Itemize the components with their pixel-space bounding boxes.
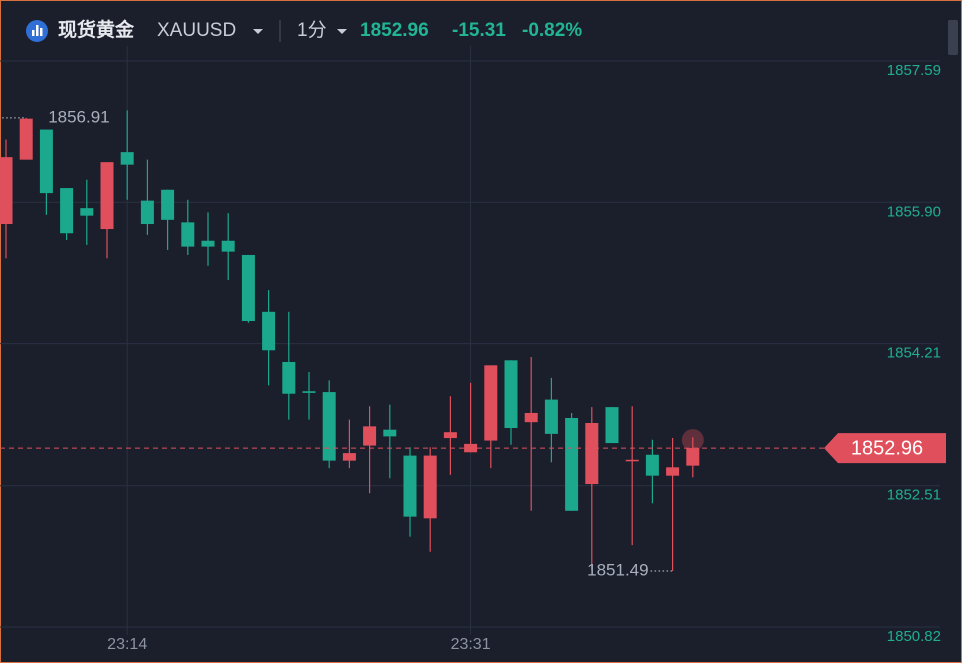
candle-body xyxy=(645,454,659,476)
last-price-tag-label: 1852.96 xyxy=(851,437,923,459)
candle-body xyxy=(201,240,215,247)
last-price-tag xyxy=(824,433,946,464)
candle-body xyxy=(161,189,175,220)
x-tick-label: 23:31 xyxy=(451,636,491,653)
candle-body xyxy=(585,423,599,485)
candle-body xyxy=(443,432,457,439)
live-glow xyxy=(681,429,704,452)
instrument-name: 现货黄金 xyxy=(58,18,135,41)
candle-body xyxy=(322,392,336,461)
y-tick-label: 1854.21 xyxy=(887,345,941,362)
high-label: 1856.91 xyxy=(48,107,109,126)
instrument-symbol[interactable]: XAUUSD xyxy=(157,20,236,41)
candle-body xyxy=(0,157,13,225)
candle-body xyxy=(140,200,154,225)
icon-bar xyxy=(36,25,39,36)
candle-body xyxy=(221,240,235,252)
low-label: 1851.49 xyxy=(587,560,648,579)
candle-body xyxy=(100,162,114,230)
candle-body xyxy=(181,222,195,247)
candle-body xyxy=(544,399,558,434)
y-tick-label: 1852.51 xyxy=(887,487,941,504)
interval-dropdown[interactable] xyxy=(337,29,347,34)
candle-body xyxy=(524,412,538,423)
candle-body xyxy=(363,426,377,446)
candle-body xyxy=(342,453,356,461)
candle-body xyxy=(282,361,296,394)
y-tick-label: 1857.59 xyxy=(887,62,941,79)
price-change: -15.31 xyxy=(452,20,506,41)
candle-body xyxy=(484,365,498,441)
candle-body xyxy=(60,188,74,234)
candle-body xyxy=(605,407,619,444)
interval[interactable]: 1分 xyxy=(297,19,327,41)
candle-body xyxy=(565,417,579,511)
y-tick-label: 1855.90 xyxy=(887,203,941,220)
candle-body xyxy=(241,254,255,322)
candle-body xyxy=(80,208,94,216)
scrollbar[interactable] xyxy=(948,20,958,55)
price-change-pct: -0.82% xyxy=(522,20,582,41)
candle-body xyxy=(383,429,397,437)
candle-body xyxy=(302,391,316,393)
candle-body xyxy=(19,118,33,160)
candle-body xyxy=(504,360,518,429)
candle-body xyxy=(625,459,639,462)
candle-body xyxy=(686,448,700,466)
last-price: 1852.96 xyxy=(360,20,429,41)
candle-body xyxy=(666,467,680,476)
candle-body xyxy=(262,311,276,351)
candle-body xyxy=(423,455,437,519)
symbol-dropdown[interactable] xyxy=(253,29,263,34)
icon-bar xyxy=(32,30,35,36)
candle-body xyxy=(120,152,134,165)
x-tick-label: 23:14 xyxy=(107,636,147,653)
header: 现货黄金 XAUUSD 1分 1852.96 -15.31 -0.82% xyxy=(26,18,582,42)
candle-body xyxy=(39,129,53,194)
icon-bar xyxy=(40,28,43,36)
candle-body xyxy=(403,455,417,517)
y-tick-label: 1850.82 xyxy=(887,628,941,645)
